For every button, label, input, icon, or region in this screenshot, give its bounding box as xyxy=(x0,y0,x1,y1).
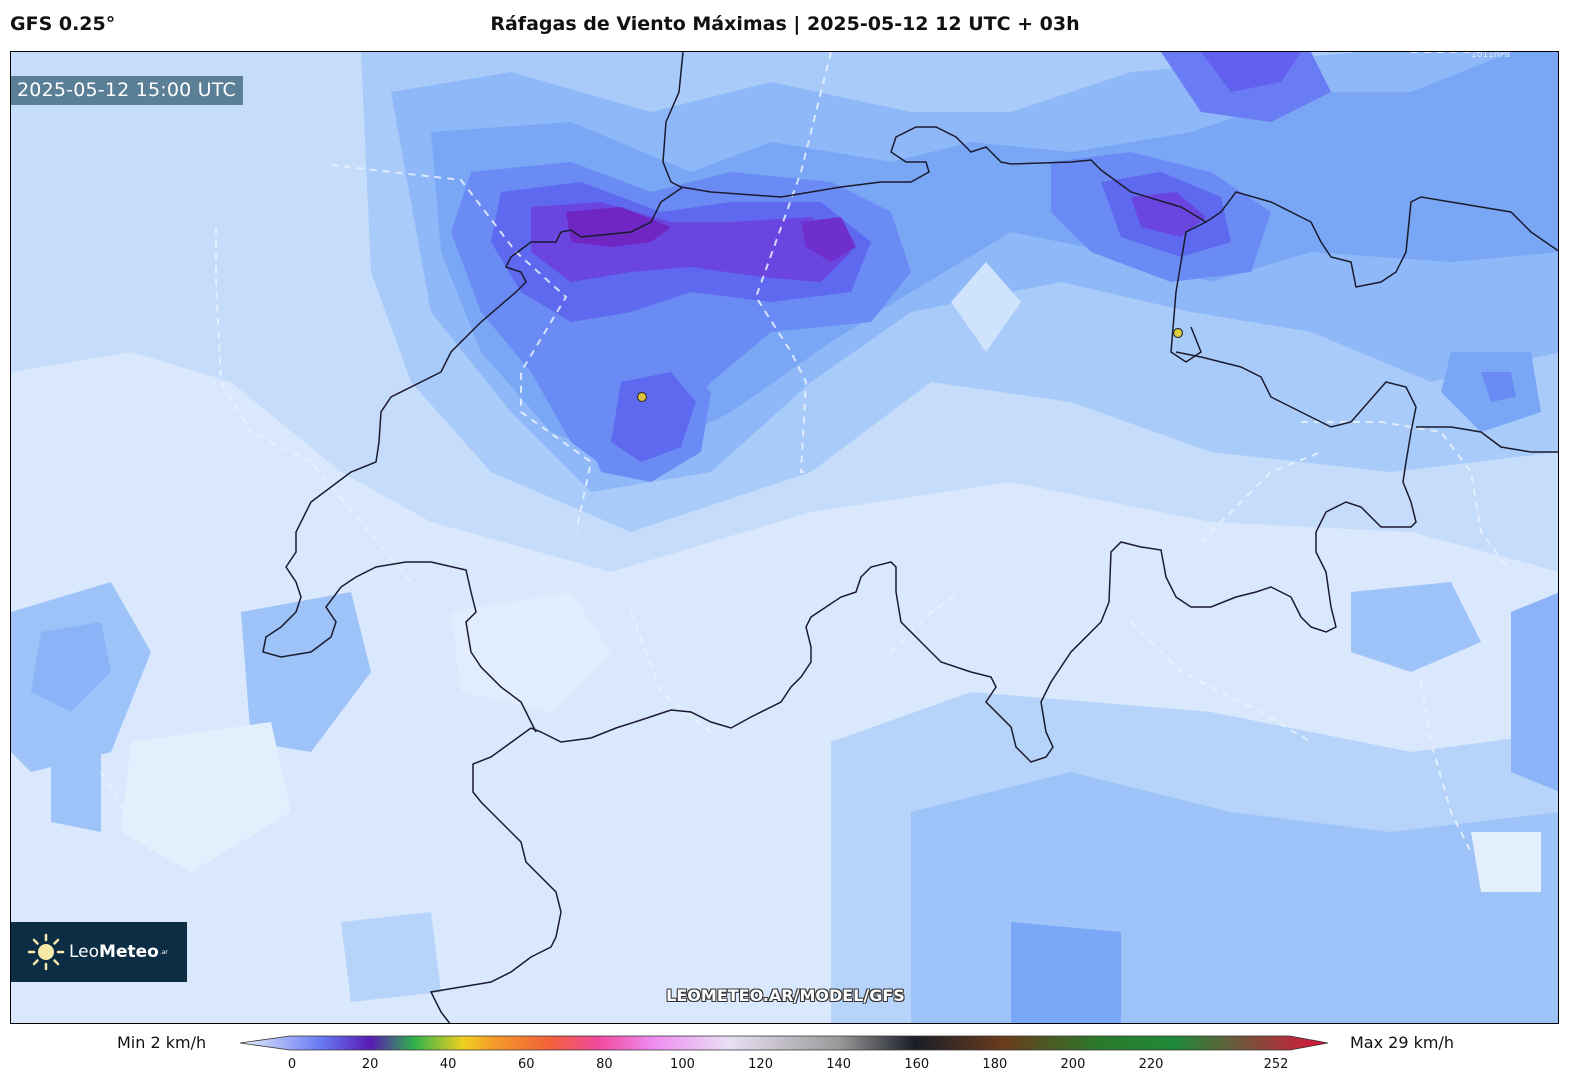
sun-icon xyxy=(27,933,65,971)
wind-gust-field xyxy=(11,52,1558,1023)
colorbar xyxy=(240,1035,1329,1051)
chart-title: Ráfagas de Viento Máximas | 2025-05-12 1… xyxy=(490,13,1080,35)
colorbar-tick-label: 60 xyxy=(518,1057,535,1072)
logo-name-part1: Leo xyxy=(69,942,100,962)
city-marker-west[interactable] xyxy=(636,391,648,403)
logo-wordmark: LeoMeteo.ar xyxy=(69,942,168,962)
colorbar-tick-label: 40 xyxy=(439,1057,457,1072)
isobar-label: 1011hPa xyxy=(1471,51,1511,60)
colorbar-tick-label: 180 xyxy=(982,1057,1008,1072)
logo-suffix: .ar xyxy=(159,948,168,956)
colorbar-tick-label: 252 xyxy=(1263,1057,1289,1072)
colorbar-tick-label: 20 xyxy=(361,1057,379,1072)
logo-name-part2: Meteo xyxy=(99,942,159,962)
colorbar-tick-label: 80 xyxy=(596,1057,613,1072)
valid-time-badge: 2025-05-12 15:00 UTC xyxy=(11,76,243,105)
colorbar-tick-label: 220 xyxy=(1138,1057,1164,1072)
colorbar-tick-label: 100 xyxy=(670,1057,695,1072)
colorbar-tick-label: 160 xyxy=(904,1057,930,1072)
legend-min-label: Min 2 km/h xyxy=(117,1033,207,1052)
colorbar-tick-label: 140 xyxy=(826,1057,852,1072)
model-label: GFS 0.25° xyxy=(10,13,116,35)
site-watermark: LEOMETEO.AR/MODEL/GFS xyxy=(666,986,905,1005)
colorbar-tick-label: 120 xyxy=(748,1057,773,1072)
map-panel[interactable]: 1011hPa 2025-05-12 15:00 UTC LeoMeteo.ar… xyxy=(10,51,1559,1024)
colorbar-tick-label: 0 xyxy=(287,1057,297,1072)
leometeo-logo[interactable]: LeoMeteo.ar xyxy=(11,922,187,982)
city-marker-east[interactable] xyxy=(1172,327,1184,339)
colorbar-tick-label: 200 xyxy=(1060,1057,1086,1072)
legend-max-label: Max 29 km/h xyxy=(1350,1033,1454,1052)
